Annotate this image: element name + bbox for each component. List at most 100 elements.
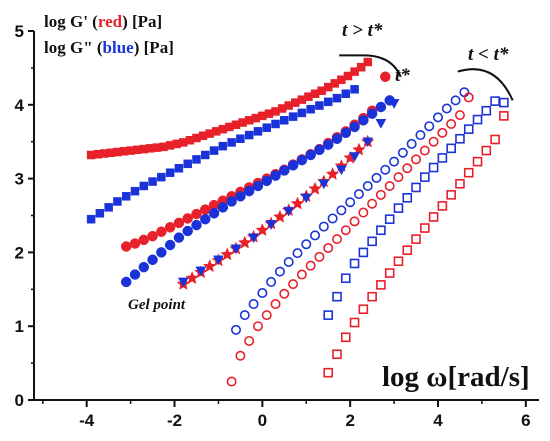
data-point: [490, 96, 500, 106]
data-point: [406, 138, 417, 149]
data-point: [231, 324, 242, 335]
t-lt-arc: [457, 68, 514, 101]
data-point: [248, 299, 259, 310]
data-point: [255, 223, 270, 237]
data-point: [201, 150, 210, 160]
data-point: [261, 310, 272, 321]
data-point: [279, 165, 290, 176]
y-tick-label: 0: [15, 391, 24, 410]
data-point: [226, 196, 237, 207]
data-point: [182, 213, 193, 224]
data-point: [393, 203, 404, 213]
data-point: [209, 146, 219, 155]
data-point: [86, 214, 96, 224]
data-point: [335, 165, 347, 176]
series-6-blue-circle: [231, 87, 470, 335]
data-point: [384, 214, 395, 224]
data-point: [314, 144, 325, 156]
data-point: [428, 162, 439, 173]
data-point: [113, 197, 122, 206]
data-point: [200, 204, 211, 215]
data-point: [322, 139, 334, 150]
data-point: [139, 181, 149, 191]
data-point: [288, 279, 299, 290]
annotation-t-greater: t > t*: [342, 20, 383, 41]
data-point: [273, 209, 287, 223]
data-point: [235, 350, 246, 361]
data-point: [308, 181, 322, 195]
data-point: [327, 213, 338, 224]
data-point: [129, 269, 141, 280]
data-point: [147, 254, 158, 266]
data-point: [376, 225, 386, 236]
data-point: [349, 258, 360, 269]
data-point: [239, 310, 250, 321]
data-point: [323, 310, 334, 320]
data-point: [270, 299, 281, 310]
data-point: [349, 317, 360, 328]
data-point: [129, 238, 141, 249]
y-tick-label: 1: [15, 317, 24, 336]
data-point: [257, 287, 268, 298]
data-point: [375, 189, 386, 200]
data-point: [472, 114, 483, 125]
data-point: [164, 222, 176, 233]
data-point: [349, 216, 360, 227]
data-point: [227, 138, 236, 147]
annotation-t-star: t*: [395, 65, 410, 86]
data-point: [363, 57, 372, 67]
data-point: [455, 178, 465, 189]
series-9-red-square: [323, 111, 509, 378]
data-point: [437, 127, 448, 138]
series-3-blue-circle: [120, 95, 395, 288]
data-point: [95, 209, 105, 218]
data-point: [397, 147, 408, 158]
data-point: [393, 172, 404, 183]
data-point: [174, 164, 184, 173]
data-point: [402, 163, 413, 174]
data-point: [323, 367, 334, 378]
data-point: [266, 276, 277, 287]
data-point: [301, 239, 312, 250]
x-tick-label: 0: [258, 411, 267, 430]
data-point: [411, 182, 421, 193]
data-point: [191, 208, 202, 220]
data-point: [270, 170, 281, 181]
data-point: [314, 251, 325, 262]
data-point: [340, 127, 352, 139]
series-7-red-circle: [226, 92, 474, 387]
data-point: [340, 273, 351, 284]
data-point: [306, 104, 315, 114]
chart-axes: 0 1 2 3 4 5 -4 -2 0 2 4 6: [15, 22, 539, 430]
data-point: [226, 376, 237, 387]
data-point: [283, 256, 294, 267]
data-point: [323, 97, 333, 107]
data-point: [252, 321, 263, 332]
data-point: [262, 123, 271, 132]
data-point: [213, 255, 224, 266]
data-point: [350, 85, 359, 94]
data-point: [454, 110, 465, 121]
data-point: [183, 159, 192, 169]
data-point: [472, 156, 483, 167]
data-point: [165, 168, 175, 177]
data-point: [353, 189, 364, 200]
legend: log G' (red) [Pa] log G" (blue) [Pa]: [44, 12, 174, 57]
data-point: [350, 67, 359, 76]
data-point: [393, 256, 404, 267]
data-point: [147, 230, 158, 242]
data-point: [358, 304, 369, 315]
data-point: [244, 335, 255, 346]
data-point: [499, 111, 509, 121]
data-point: [300, 193, 312, 204]
data-point: [331, 133, 343, 144]
data-point: [237, 235, 252, 249]
data-point: [200, 213, 211, 225]
series-8-blue-square: [323, 96, 509, 320]
data-point: [463, 167, 474, 178]
data-point: [283, 206, 295, 217]
data-point: [177, 277, 189, 288]
data-point: [261, 175, 272, 187]
data-point: [362, 180, 373, 191]
